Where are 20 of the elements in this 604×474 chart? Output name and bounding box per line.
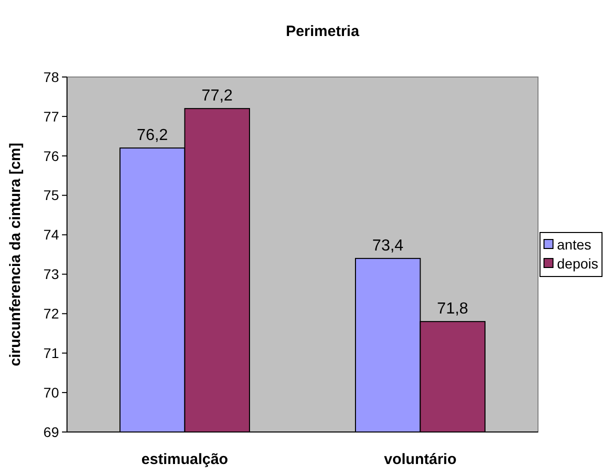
chart-title: Perimetria [286,23,360,40]
y-axis-title: cirucunferencia da cintura [cm] [7,142,24,366]
legend-label: antes [557,236,592,252]
y-tick-label: 75 [43,187,60,204]
y-tick-label: 78 [43,68,60,85]
data-label: 73,4 [372,237,404,254]
legend-label: depois [557,255,598,272]
y-tick-label: 73 [43,266,60,282]
data-label: 77,2 [202,88,233,105]
y-tick-label: 70 [43,384,60,400]
data-label: 71,8 [437,300,468,318]
x-tick-label: estimualção [141,451,228,468]
y-tick-label: 72 [43,306,60,322]
y-tick-label: 77 [43,108,60,124]
y-tick-label: 76 [43,148,60,164]
y-tick-label: 69 [43,424,60,440]
y-tick-label: 74 [43,226,60,243]
y-tick-label: 71 [43,345,60,362]
x-tick-label: voluntário [384,451,457,468]
data-label: 76,2 [136,127,168,144]
